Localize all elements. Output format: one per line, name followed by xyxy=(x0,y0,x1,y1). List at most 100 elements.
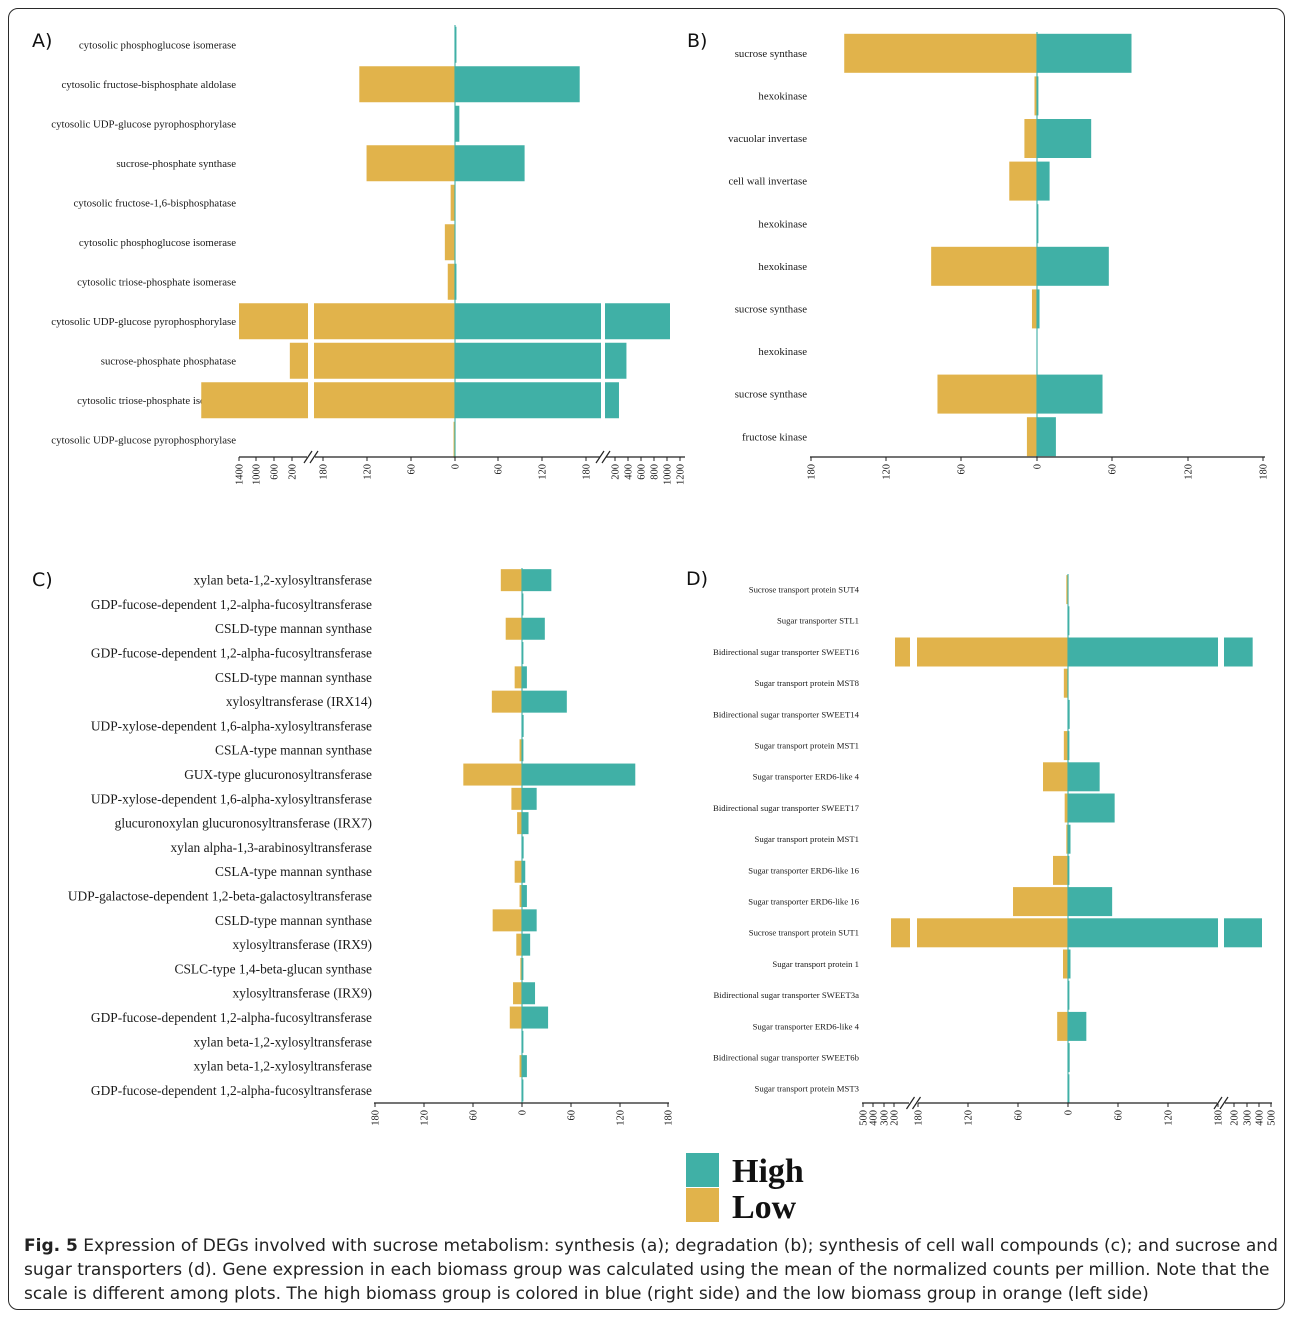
x-tick-label: 60 xyxy=(1014,1110,1025,1121)
gene-label: cytosolic UDP-glucose pyrophosphorylase xyxy=(51,434,236,446)
gene-label: cytosolic UDP-glucose pyrophosphorylase xyxy=(51,118,236,130)
x-tick-label: 600 xyxy=(637,464,648,480)
x-tick-label: 180 xyxy=(1259,464,1270,480)
bar-low xyxy=(511,787,522,810)
bar-low xyxy=(509,1006,522,1029)
gene-label: sucrose synthase xyxy=(735,303,807,315)
caption-text: Expression of DEGs involved with sucrose… xyxy=(24,1236,1278,1304)
bar-low xyxy=(1034,76,1037,116)
gene-label: CSLA-type mannan synthase xyxy=(215,743,372,758)
x-tick-label: 60 xyxy=(567,1110,578,1121)
gene-label: xylosyltransferase (IRX9) xyxy=(233,986,372,1001)
bar-high xyxy=(522,1055,527,1078)
bar-high xyxy=(1037,246,1109,286)
bar-low xyxy=(891,918,1068,948)
bar-high xyxy=(522,763,636,786)
bar-high xyxy=(1068,793,1115,823)
bar-low xyxy=(447,263,455,300)
gene-label: Bidirectional sugar transporter SWEET16 xyxy=(713,647,860,657)
gene-label: Bidirectional sugar transporter SWEET6b xyxy=(713,1052,860,1062)
x-tick-label: 1000 xyxy=(252,464,263,485)
x-tick-label: 400 xyxy=(869,1110,880,1126)
x-tick-label: 120 xyxy=(420,1110,431,1126)
gene-label: Sugar transport protein MST1 xyxy=(755,740,859,750)
bar-high xyxy=(1068,949,1071,979)
bar-low xyxy=(519,1055,522,1078)
bar-low xyxy=(359,66,455,103)
bar-low xyxy=(517,812,522,835)
bar-low xyxy=(1013,887,1068,917)
x-tick-label: 180 xyxy=(319,464,330,480)
x-tick-label: 120 xyxy=(882,464,893,480)
x-tick-label: 60 xyxy=(957,464,968,475)
bar-low xyxy=(1053,855,1068,885)
gene-label: CSLA-type mannan synthase xyxy=(215,864,372,879)
bar-high xyxy=(1068,887,1113,917)
bar-low xyxy=(844,33,1037,73)
gene-label: Bidirectional sugar transporter SWEET3a xyxy=(714,990,860,1000)
x-tick-label: 180 xyxy=(807,464,818,480)
gene-label: CSLD-type mannan synthase xyxy=(215,670,372,685)
axis-break-gap xyxy=(910,574,917,1100)
gene-label: cytosolic triose-phosphate isomerase xyxy=(77,395,236,407)
bar-high xyxy=(522,909,537,932)
gene-label: hexokinase xyxy=(758,346,807,358)
bar-low xyxy=(1031,289,1037,329)
x-tick-label: 0 xyxy=(1033,464,1044,469)
caption-fig-label: Fig. 5 xyxy=(24,1236,78,1256)
bar-high xyxy=(522,666,527,689)
gene-label: GDP-fucose-dependent 1,2-alpha-fucosyltr… xyxy=(91,645,372,660)
gene-label: hexokinase xyxy=(758,218,807,230)
bar-high xyxy=(455,303,670,340)
panel-a-letter: A) xyxy=(32,30,52,52)
gene-label: xylan beta-1,2-xylosyltransferase xyxy=(194,1034,373,1049)
gene-label: Sugar transport protein MST1 xyxy=(755,834,859,844)
x-tick-label: 200 xyxy=(611,464,622,480)
x-tick-label: 0 xyxy=(1064,1110,1075,1115)
bar-high xyxy=(522,860,526,883)
bar-low xyxy=(514,860,522,883)
bar-high xyxy=(522,1006,549,1029)
bar-high xyxy=(455,105,460,142)
gene-label: xylosyltransferase (IRX9) xyxy=(233,937,372,952)
axis-break-mark xyxy=(303,450,313,464)
bar-high xyxy=(1068,918,1262,948)
panel-c-letter: C) xyxy=(32,569,53,591)
bar-high xyxy=(522,714,524,737)
bar-low xyxy=(453,421,455,458)
bar-low xyxy=(1063,949,1068,979)
x-tick-label: 180 xyxy=(914,1110,925,1126)
gene-label: Sugar transport protein MST3 xyxy=(755,1084,859,1094)
bar-low xyxy=(1057,1011,1068,1041)
gene-label: cytosolic UDP-glucose pyrophosphorylase xyxy=(51,316,236,328)
bar-low xyxy=(895,637,1068,667)
x-tick-label: 120 xyxy=(616,1110,627,1126)
axis-break-mark xyxy=(1219,1096,1229,1110)
x-tick-label: 800 xyxy=(650,464,661,480)
gene-label: CSLD-type mannan synthase xyxy=(215,621,372,636)
gene-label: Sugar transporter ERD6-like 4 xyxy=(753,772,860,782)
bar-low xyxy=(516,933,522,956)
bar-high xyxy=(522,569,552,592)
x-tick-label: 600 xyxy=(270,464,281,480)
x-tick-label: 300 xyxy=(1243,1110,1254,1126)
gene-label: UDP-galactose-dependent 1,2-beta-galacto… xyxy=(68,888,372,903)
gene-label: sucrose-phosphate synthase xyxy=(116,158,236,170)
panel-d-letter: D) xyxy=(686,568,708,590)
bar-low xyxy=(519,885,522,908)
bar-low xyxy=(1026,417,1037,457)
bar-low xyxy=(1024,119,1037,158)
x-tick-label: 180 xyxy=(582,464,593,480)
x-tick-label: 1200 xyxy=(676,464,687,485)
bar-high xyxy=(455,66,580,103)
gene-label: Sugar transport protein MST8 xyxy=(755,678,860,688)
gene-label: Sugar transporter STL1 xyxy=(777,616,859,626)
legend-high-swatch xyxy=(686,1153,719,1187)
gene-label: Sugar transporter ERD6-like 16 xyxy=(748,865,859,875)
axis-break-mark xyxy=(912,1096,921,1110)
bar-low xyxy=(239,303,455,340)
gene-label: CSLC-type 1,4-beta-glucan synthase xyxy=(175,961,373,976)
bar-low xyxy=(1066,824,1068,854)
gene-label: UDP-xylose-dependent 1,6-alpha-xylosyltr… xyxy=(91,718,372,733)
x-tick-label: 200 xyxy=(890,1110,901,1126)
